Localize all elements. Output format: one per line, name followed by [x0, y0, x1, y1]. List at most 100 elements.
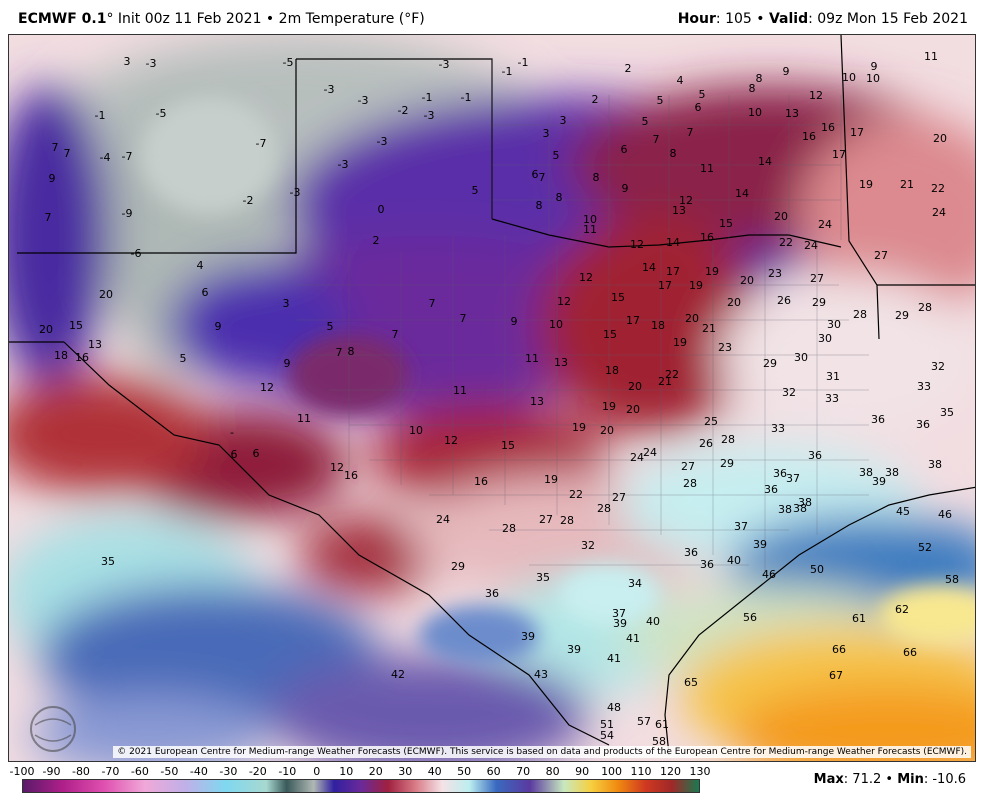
- temperature-label: 2: [625, 62, 632, 75]
- hour-label: Hour: [677, 11, 716, 27]
- temperature-label: 5: [657, 94, 664, 107]
- temperature-label: -9: [122, 207, 133, 220]
- temperature-label: 16: [802, 130, 816, 143]
- temperature-label: -3: [146, 57, 157, 70]
- colorbar-tick-label: -70: [101, 765, 120, 778]
- temperature-label: 4: [197, 259, 204, 272]
- colorbar-tick-label: -90: [42, 765, 61, 778]
- temperature-label: 29: [720, 457, 734, 470]
- temperature-label: 16: [821, 121, 835, 134]
- temperature-label: -3: [290, 186, 301, 199]
- temperature-label: 19: [544, 473, 558, 486]
- temperature-label: 15: [603, 328, 617, 341]
- colorbar-tick-label: 30: [398, 765, 413, 778]
- temperature-label: 19: [673, 336, 687, 349]
- temperature-label: 19: [705, 265, 719, 278]
- temperature-label: 3: [283, 297, 290, 310]
- temperature-label: 35: [940, 406, 954, 419]
- temperature-label: 62: [895, 603, 909, 616]
- temperature-label: 17: [666, 265, 680, 278]
- max-min-readout: Max: 71.2 • Min: -10.6: [814, 772, 966, 787]
- temperature-label: 39: [613, 617, 627, 630]
- temperature-label: 33: [771, 422, 785, 435]
- temperature-label: 11: [453, 384, 467, 397]
- colorbar-tick-label: 20: [368, 765, 383, 778]
- temperature-label: 57: [637, 715, 651, 728]
- valid-time-info: Hour: 105 • Valid: 09z Mon 15 Feb 2021: [678, 11, 968, 27]
- temperature-label: 12: [444, 434, 458, 447]
- colorbar-tick-label: 60: [486, 765, 501, 778]
- temperature-label: 8: [348, 345, 355, 358]
- temperature-label: 10: [549, 318, 563, 331]
- temperature-label: 7: [539, 171, 546, 184]
- temperature-label: 36: [485, 587, 499, 600]
- temperature-label: 38: [778, 503, 792, 516]
- temperature-label: 39: [521, 630, 535, 643]
- temperature-label: 18: [54, 349, 68, 362]
- temperature-label: 9: [284, 357, 291, 370]
- weatherbell-logo: [27, 703, 83, 755]
- temperature-label: 7: [52, 141, 59, 154]
- temperature-label: 27: [612, 491, 626, 504]
- temperature-label: 27: [681, 460, 695, 473]
- temperature-label: 27: [810, 272, 824, 285]
- temperature-label: -3: [338, 158, 349, 171]
- temperature-label: 39: [567, 643, 581, 656]
- temperature-label: 9: [622, 182, 629, 195]
- valid-value: : 09z Mon 15 Feb 2021: [808, 11, 968, 27]
- temperature-label: 3: [543, 127, 550, 140]
- temperature-label: 28: [560, 514, 574, 527]
- temperature-label: 8: [670, 147, 677, 160]
- temperature-label: -3: [324, 83, 335, 96]
- temperature-label: 20: [727, 296, 741, 309]
- temperature-label: 12: [579, 271, 593, 284]
- temperature-label: 29: [451, 560, 465, 573]
- temperature-label: 20: [685, 312, 699, 325]
- copyright-notice: © 2021 European Centre for Medium-range …: [113, 746, 971, 758]
- temperature-label: 5: [180, 352, 187, 365]
- temperature-label: 5: [642, 115, 649, 128]
- temperature-label: 17: [832, 148, 846, 161]
- temperature-label: 19: [689, 279, 703, 292]
- temperature-label: 45: [896, 505, 910, 518]
- temperature-label: 16: [700, 231, 714, 244]
- temperature-label: 37: [786, 472, 800, 485]
- temperature-label: 30: [794, 351, 808, 364]
- temperature-label: 36: [684, 546, 698, 559]
- temperature-label: 28: [502, 522, 516, 535]
- temperature-label: 10: [409, 424, 423, 437]
- map-panel[interactable]: 3 -3 -5 -3 -1 -1 2 4 8 9 10 10 9 11 -3 -3 -1 -1 -2 -3 2 5 5 6 8 1…: [8, 34, 976, 762]
- model-name: ECMWF 0.1: [18, 11, 107, 27]
- temperature-label: 20: [740, 274, 754, 287]
- temperature-label: 6: [231, 448, 238, 461]
- temperature-label: 65: [684, 676, 698, 689]
- temperature-label: 22: [931, 182, 945, 195]
- temperature-label: 17: [850, 126, 864, 139]
- temperature-label: 33: [917, 380, 931, 393]
- temperature-label: 14: [642, 261, 656, 274]
- temperature-label: 31: [826, 370, 840, 383]
- temperature-label: 27: [874, 249, 888, 262]
- temperature-label: 24: [818, 218, 832, 231]
- temperature-label: 22: [569, 488, 583, 501]
- temperature-label: 5: [553, 149, 560, 162]
- temperature-label: 50: [810, 563, 824, 576]
- temperature-label: 29: [895, 309, 909, 322]
- temperature-label: 10: [842, 71, 856, 84]
- temperature-label: 11: [297, 412, 311, 425]
- temperature-label: 38: [798, 496, 812, 509]
- temperature-label: 7: [687, 126, 694, 139]
- temperature-label: 38: [885, 466, 899, 479]
- temperature-label: 19: [572, 421, 586, 434]
- temperature-label: 41: [626, 632, 640, 645]
- temperature-label: 17: [626, 314, 640, 327]
- temperature-label: 6: [621, 143, 628, 156]
- field-name: 2m Temperature (°F): [278, 11, 425, 27]
- temperature-label: 8: [749, 82, 756, 95]
- temperature-label: 34: [628, 577, 642, 590]
- temperature-label: -4: [100, 151, 111, 164]
- temperature-label: 20: [628, 380, 642, 393]
- temperature-label: 15: [611, 291, 625, 304]
- temperature-label: 40: [646, 615, 660, 628]
